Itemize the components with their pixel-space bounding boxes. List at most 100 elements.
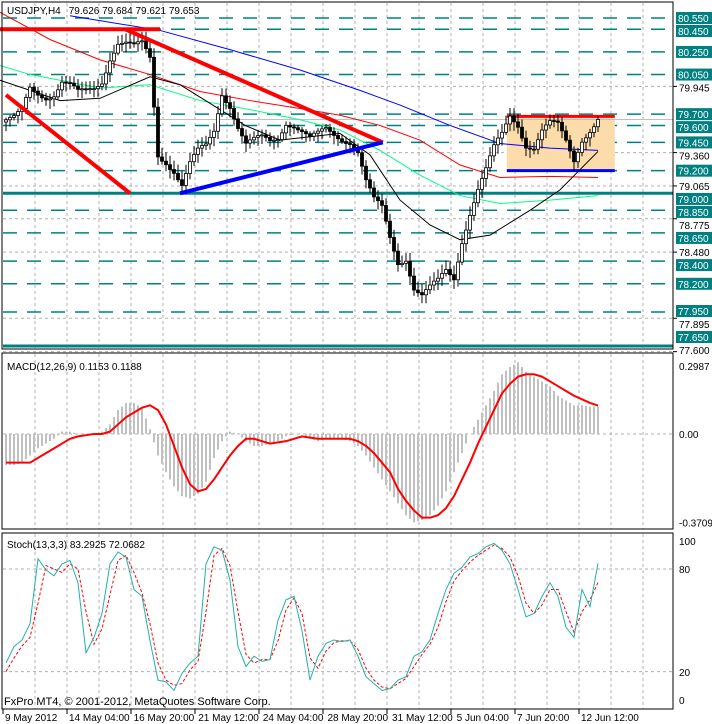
level-label-box <box>676 231 712 244</box>
candle-bullish <box>464 229 468 245</box>
candle-bullish <box>52 96 56 100</box>
price-axis[interactable]: 80.550 80.450 80.250 80.050 79.945 79.700 79.6… <box>673 12 712 707</box>
candle-bullish <box>24 97 28 109</box>
candle-bullish <box>540 129 544 141</box>
candle-bearish <box>448 269 452 276</box>
level-label: 77.950 <box>678 307 709 318</box>
candle-bearish <box>132 42 136 45</box>
price-chart[interactable] <box>0 11 673 348</box>
candle-bearish <box>524 137 528 149</box>
candle-bearish <box>308 133 312 137</box>
time-label: 16 May 20:00 <box>134 713 195 724</box>
candle-bearish <box>376 196 380 202</box>
candle-bearish <box>296 127 300 131</box>
level-label-box <box>676 68 712 81</box>
level-label: 78.650 <box>678 234 709 245</box>
candle-bearish <box>36 90 40 96</box>
candle-bearish <box>340 138 344 142</box>
candle-bearish <box>420 292 424 296</box>
candle-bullish <box>488 155 492 169</box>
main-frame <box>1 1 674 350</box>
candle-bullish <box>28 86 32 98</box>
candle-bullish <box>576 151 580 163</box>
candle-bearish <box>240 128 244 137</box>
candle-bullish <box>80 88 84 91</box>
candle-bullish <box>504 123 508 133</box>
level-label: 77.650 <box>678 333 709 344</box>
candle-bullish <box>16 111 20 116</box>
candle-bullish <box>8 117 12 121</box>
candle-bullish <box>500 131 504 139</box>
candle-bullish <box>484 167 488 179</box>
candle-bullish <box>580 141 584 153</box>
candle-bullish <box>548 120 552 126</box>
candle-bearish <box>360 152 364 167</box>
level-label-box <box>676 45 712 58</box>
price-tick-label: 79.065 <box>679 182 710 193</box>
candle-bearish <box>44 97 48 101</box>
stoch-tick-label: 80 <box>679 565 691 576</box>
candle-bearish <box>64 81 68 84</box>
candle-bearish <box>412 275 416 291</box>
candle-bullish <box>48 98 52 101</box>
candle-bullish <box>284 124 288 134</box>
panel-frames <box>1 1 674 710</box>
level-label-box <box>676 277 712 290</box>
candle-bullish <box>496 137 500 146</box>
time-label: 9 May 2012 <box>5 713 58 724</box>
candle-bullish <box>104 72 108 85</box>
candle-bearish <box>564 130 568 141</box>
time-axis[interactable]: 9 May 2012 14 May 04:00 16 May 20:00 21 May… <box>2 709 639 724</box>
candle-bullish <box>436 277 440 282</box>
level-label: 78.400 <box>678 261 709 272</box>
time-label: 24 May 04:00 <box>263 713 324 724</box>
candle-bearish <box>164 160 168 166</box>
stoch-main-line <box>5 542 599 692</box>
candle-bullish <box>276 139 280 141</box>
candle-bearish <box>288 124 292 128</box>
candle-bullish <box>272 139 276 142</box>
candle-bearish <box>264 134 268 138</box>
stoch-panel[interactable] <box>3 542 673 692</box>
candle-bullish <box>492 144 496 157</box>
macd-panel[interactable] <box>3 362 673 523</box>
candle-bearish <box>228 102 232 109</box>
level-label-box <box>676 136 712 149</box>
candle-bullish <box>280 132 284 140</box>
candle-bullish <box>192 154 196 163</box>
symbol-label: USDJPY,H4 <box>7 6 61 17</box>
time-label: 31 May 12:00 <box>392 713 453 724</box>
candle-bullish <box>456 261 460 281</box>
stoch-tick-label: 100 <box>679 537 696 548</box>
time-label: 28 May 20:00 <box>327 713 388 724</box>
level-label-box <box>676 205 712 218</box>
candle-bearish <box>560 121 564 132</box>
trendline-red <box>4 93 132 195</box>
candle-bearish <box>364 165 368 181</box>
candle-bearish <box>512 115 516 123</box>
level-label-box <box>676 331 712 343</box>
candle-bullish <box>188 161 192 174</box>
candle-bearish <box>224 95 228 104</box>
candle-bullish <box>592 126 596 133</box>
macd-tick-label: 0.00 <box>679 430 699 441</box>
candle-bullish <box>584 137 588 143</box>
price-tick-label: 77.600 <box>679 346 710 357</box>
candle-bearish <box>568 139 572 152</box>
stoch-tick-label: 20 <box>679 668 691 679</box>
time-label: 5 Jun 04:00 <box>457 713 510 724</box>
level-label: 78.850 <box>678 208 709 219</box>
level-label: 79.700 <box>678 110 709 121</box>
candle-bullish <box>196 147 200 155</box>
candle-bearish <box>72 82 76 87</box>
candle-bearish <box>32 86 36 92</box>
candle-bullish <box>60 81 64 91</box>
level-label-box <box>676 25 712 37</box>
candle-bullish <box>96 86 100 90</box>
candle-bullish <box>216 113 220 132</box>
candle-bullish <box>12 115 16 118</box>
candle-bearish <box>388 220 392 238</box>
candle-bearish <box>396 250 400 266</box>
candle-bullish <box>316 130 320 134</box>
